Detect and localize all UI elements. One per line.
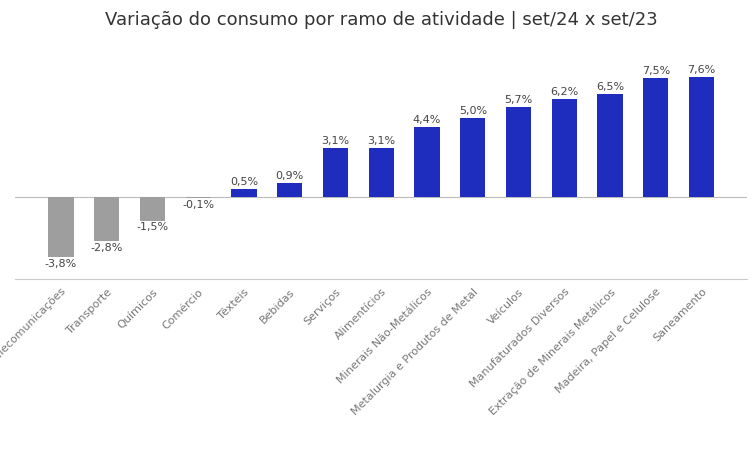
Bar <box>461 118 485 197</box>
Text: 0,9%: 0,9% <box>276 171 304 181</box>
Text: 7,5%: 7,5% <box>642 66 670 76</box>
Bar <box>368 148 394 197</box>
Title: Variação do consumo por ramo de atividade | set/24 x set/23: Variação do consumo por ramo de atividad… <box>105 11 658 29</box>
Text: 4,4%: 4,4% <box>413 115 441 126</box>
Bar <box>140 197 165 220</box>
Bar <box>186 197 211 199</box>
Bar <box>94 197 119 241</box>
Bar <box>232 189 257 197</box>
Text: 6,5%: 6,5% <box>596 82 624 92</box>
Bar <box>277 183 302 197</box>
Bar <box>323 148 348 197</box>
Bar <box>597 94 623 197</box>
Text: 6,2%: 6,2% <box>550 87 578 97</box>
Bar <box>48 197 73 257</box>
Text: 7,6%: 7,6% <box>688 65 716 75</box>
Text: 5,7%: 5,7% <box>504 95 533 105</box>
Bar <box>689 77 714 197</box>
Bar <box>414 127 439 197</box>
Text: -3,8%: -3,8% <box>45 259 77 269</box>
Bar <box>643 78 668 197</box>
Text: 0,5%: 0,5% <box>230 177 258 187</box>
Text: 5,0%: 5,0% <box>459 106 487 116</box>
Text: 3,1%: 3,1% <box>322 136 350 146</box>
Text: -0,1%: -0,1% <box>182 200 214 210</box>
Bar <box>552 99 577 197</box>
Text: -1,5%: -1,5% <box>137 222 168 232</box>
Bar <box>506 106 531 197</box>
Text: -2,8%: -2,8% <box>91 243 123 253</box>
Text: 3,1%: 3,1% <box>367 136 396 146</box>
